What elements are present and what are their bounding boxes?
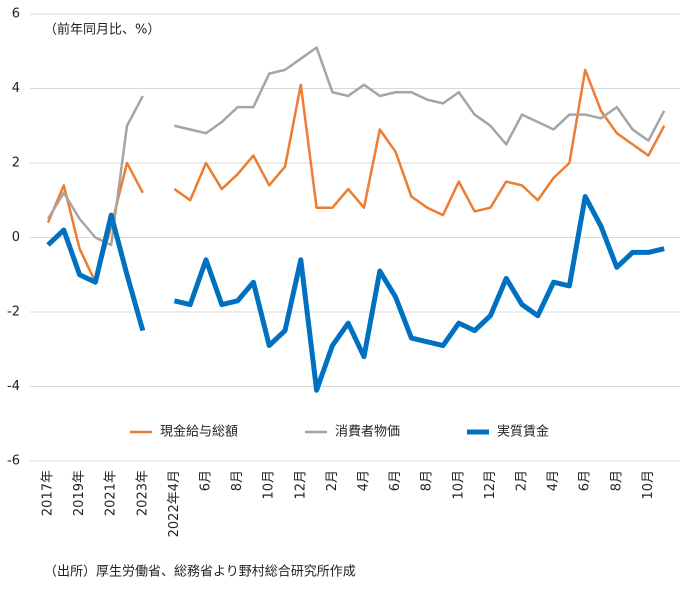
x-tick-label: 4月 (357, 470, 372, 491)
y-tick-label: 2 (12, 156, 20, 171)
x-tick-label: 6月 (578, 470, 593, 491)
x-tick-label: 12月 (293, 470, 308, 500)
series-line (46, 194, 665, 393)
x-tick-label: 10月 (262, 470, 277, 500)
x-tick-label: 2月 (325, 470, 340, 491)
legend-label: 現金給与総額 (160, 424, 238, 440)
x-tick-label: 8月 (609, 470, 624, 491)
x-tick-label: 4月 (546, 470, 561, 491)
x-tick-label: 12月 (483, 470, 498, 500)
source-note: （出所）厚生労働省、総務省より野村総合研究所作成 (44, 565, 356, 580)
x-tick-label: 6月 (388, 470, 403, 491)
y-tick-label: -4 (7, 379, 20, 394)
y-tick-label: 0 (12, 230, 20, 245)
x-tick-label: 2019年 (72, 470, 87, 516)
x-tick-label: 2021年 (104, 470, 119, 516)
x-tick-label: 8月 (230, 470, 245, 491)
x-tick-label: 2月 (515, 470, 530, 491)
y-tick-label: 6 (12, 7, 20, 22)
x-tick-label: 2017年 (41, 470, 56, 516)
x-tick-label: 10月 (451, 470, 466, 500)
x-tick-label: 2022年4月 (167, 470, 182, 537)
legend-label: 消費者物価 (335, 425, 400, 440)
x-tick-label: 6月 (199, 470, 214, 491)
x-tick-label: 2023年 (135, 470, 150, 516)
y-tick-label: -2 (7, 305, 20, 320)
x-tick-label: 10月 (641, 470, 656, 500)
series-line (46, 46, 666, 247)
y-tick-label: -6 (7, 454, 20, 469)
y-axis-label: （前年同月比、%） (44, 22, 160, 38)
x-tick-label: 8月 (420, 470, 435, 491)
legend-label: 実質賃金 (497, 424, 549, 440)
y-tick-label: 4 (12, 81, 20, 96)
